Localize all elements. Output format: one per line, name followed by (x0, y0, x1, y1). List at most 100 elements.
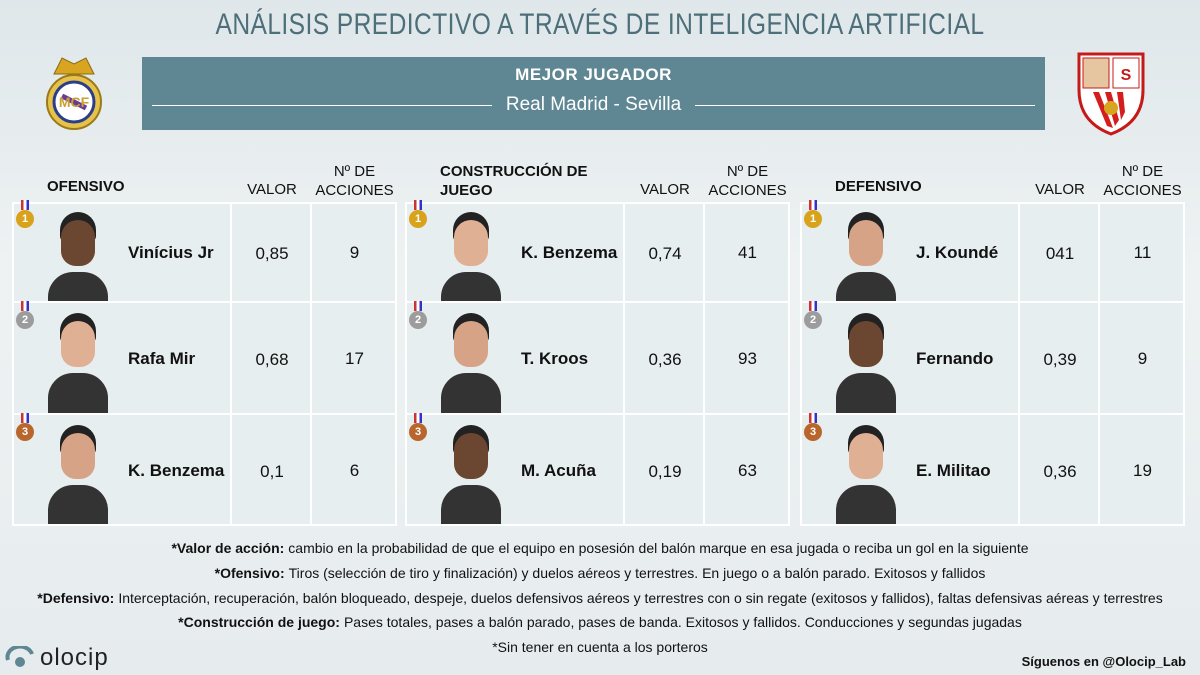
note-label: *Valor de acción: (171, 540, 285, 556)
banner: MEJOR JUGADOR Real Madrid - Sevilla (142, 57, 1045, 130)
actions: 9 (349, 242, 360, 262)
note-text: Interceptación, recuperación, balón bloq… (118, 590, 1163, 606)
actions-cell (1100, 415, 1185, 526)
value-cell (232, 303, 312, 415)
player-photo (441, 309, 501, 413)
player-name: Rafa Mir (128, 349, 196, 368)
actions: 41 (738, 242, 757, 262)
medal-ribbon (414, 200, 422, 210)
player-photo (836, 421, 896, 524)
photo-head (61, 321, 95, 367)
note: *Construcción de juego: Pases totales, pa… (0, 614, 1200, 630)
medal: 3 (16, 423, 34, 441)
note-text: cambio en la probabilidad de que el equi… (288, 540, 1029, 556)
table-title: DEFENSIVO (835, 178, 922, 195)
value-cell (232, 415, 312, 526)
photo-shoulders (441, 373, 501, 413)
photo-head (61, 433, 95, 479)
medal: 3 (804, 423, 822, 441)
actions-cell (705, 303, 790, 415)
sevilla-crest: S (1077, 52, 1145, 136)
actions: 6 (349, 460, 360, 480)
player-name: M. Acuña (521, 460, 596, 480)
player-photo (48, 421, 108, 524)
player-name: K. Benzema (521, 242, 618, 262)
column-header: VALOR (640, 181, 690, 198)
photo-shoulders (441, 485, 501, 524)
player-name: K. Benzema (128, 460, 225, 480)
name-cell (800, 202, 1020, 303)
value: 0,85 (255, 243, 289, 263)
svg-text:MCF: MCF (59, 94, 90, 110)
player-photo (48, 309, 108, 413)
actions: 9 (1137, 349, 1148, 368)
note-label: *Construcción de juego: (178, 614, 340, 630)
actions: 17 (345, 349, 364, 368)
name-cell (12, 202, 232, 303)
name-cell (405, 202, 625, 303)
player-name: J. Koundé (916, 242, 999, 262)
note: *Valor de acción: cambio en la probabilid… (0, 540, 1200, 556)
column-header: VALOR (247, 181, 297, 198)
brand: olocip (40, 644, 109, 671)
note: *Defensivo: Interceptación, recuperación,… (0, 590, 1200, 606)
player-name: Vinícius Jr (128, 242, 214, 262)
player-photo (441, 421, 501, 524)
medal-ribbon (21, 301, 29, 311)
player-photo (48, 208, 108, 301)
actions-cell (312, 415, 397, 526)
medal-ribbon (21, 413, 29, 423)
value: 041 (1045, 243, 1075, 263)
value-cell (232, 202, 312, 303)
photo-head (61, 220, 95, 266)
actions: 19 (1133, 460, 1152, 480)
value-cell (1020, 202, 1100, 303)
photo-head (849, 321, 883, 367)
note: *Sin tener en cuenta a los porteros (0, 639, 1200, 655)
note: *Ofensivo: Tiros (selección de tiro y fin… (0, 565, 1200, 581)
column-header: Nº DE ACCIONES (1103, 163, 1182, 199)
value: 0,36 (648, 350, 682, 369)
value-cell (625, 415, 705, 526)
photo-head (849, 433, 883, 479)
value: 0,68 (255, 350, 289, 369)
photo-head (454, 220, 488, 266)
note-text: *Sin tener en cuenta a los porteros (492, 639, 708, 655)
medal-ribbon (414, 413, 422, 423)
photo-head (849, 220, 883, 266)
photo-head (454, 321, 488, 367)
player-photo (441, 208, 501, 301)
table-title: CONSTRUCCIÓN DE JUEGO (440, 163, 588, 199)
brand-logo (5, 646, 34, 667)
photo-shoulders (48, 272, 108, 301)
medal: 1 (409, 210, 427, 228)
value: 0,19 (648, 461, 682, 481)
medal-ribbon (414, 301, 422, 311)
actions-cell (312, 303, 397, 415)
column-header: Nº DE ACCIONES (708, 163, 787, 199)
note-text: Tiros (selección de tiro y finalización)… (288, 565, 986, 581)
player-photo (836, 309, 896, 413)
medal: 2 (804, 311, 822, 329)
value-cell (625, 202, 705, 303)
match: Real Madrid - Sevilla (492, 94, 695, 116)
medal-ribbon (809, 301, 817, 311)
actions-cell (312, 202, 397, 303)
value-cell (625, 303, 705, 415)
photo-shoulders (441, 272, 501, 301)
svg-text:S: S (1121, 67, 1132, 84)
value-cell (1020, 415, 1100, 526)
photo-shoulders (48, 373, 108, 413)
player-name: Fernando (916, 349, 994, 368)
note-label: *Defensivo: (37, 590, 115, 606)
value-cell (1020, 303, 1100, 415)
actions-cell (705, 202, 790, 303)
column-header: VALOR (1035, 181, 1085, 198)
actions-cell (1100, 202, 1185, 303)
medal: 3 (409, 423, 427, 441)
medal-ribbon (21, 200, 29, 210)
value: 0,1 (260, 461, 284, 481)
player-name: E. Militao (916, 460, 991, 480)
medal-ribbon (809, 200, 817, 210)
